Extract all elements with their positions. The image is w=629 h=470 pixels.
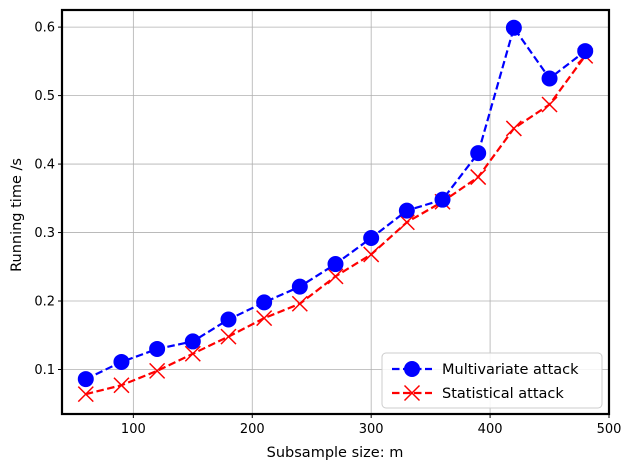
data-point	[113, 353, 130, 370]
data-point	[327, 256, 344, 273]
data-point	[363, 246, 380, 263]
data-point	[291, 295, 308, 312]
axes: 100 200 300 400 500 0.1 0.2 0.3 0.4 0.5 0.6	[34, 21, 621, 437]
data-point	[505, 120, 522, 137]
y-tick-label: 0.3	[34, 226, 55, 241]
y-tick-label: 0.2	[34, 295, 55, 310]
data-point	[77, 371, 94, 388]
data-point	[77, 386, 94, 403]
plot-frame	[60, 8, 611, 416]
marker-stroke	[184, 345, 201, 362]
y-tick-label: 0.1	[34, 363, 55, 378]
legend-label: Statistical attack	[442, 386, 564, 402]
legend: Multivariate attack Statistical attack	[381, 352, 603, 409]
series	[77, 19, 594, 403]
marker-stroke	[398, 214, 415, 231]
series-statistical-attack	[77, 47, 594, 403]
data-point	[256, 294, 273, 311]
marker-stroke	[541, 96, 558, 113]
data-point	[327, 268, 344, 285]
marker-stroke	[291, 295, 308, 312]
x-tick-label: 400	[478, 422, 503, 437]
data-point	[184, 333, 201, 350]
data-point	[577, 43, 594, 60]
data-point	[398, 202, 415, 219]
legend-marker	[403, 384, 421, 402]
data-point	[541, 70, 558, 87]
data-point	[220, 328, 237, 345]
marker-stroke	[113, 377, 130, 394]
x-tick-label: 200	[240, 422, 265, 437]
legend-box	[381, 352, 603, 409]
series-line	[85, 26, 586, 381]
plot-border	[60, 8, 611, 416]
x-tick-label: 500	[597, 422, 622, 437]
y-axis-label: Running time /s	[9, 158, 25, 272]
data-point	[184, 345, 201, 362]
legend-item: Statistical attack	[392, 384, 564, 402]
legend-label: Multivariate attack	[442, 362, 579, 378]
marker-stroke	[77, 386, 94, 403]
data-point	[149, 362, 166, 379]
marker-stroke	[363, 246, 380, 263]
marker-stroke	[220, 328, 237, 345]
data-point	[470, 145, 487, 162]
data-point	[256, 310, 273, 327]
marker-stroke	[149, 362, 166, 379]
data-point	[113, 377, 130, 394]
data-point	[149, 340, 166, 357]
marker-stroke	[327, 268, 344, 285]
data-point	[398, 214, 415, 231]
data-point	[434, 191, 451, 208]
marker-stroke	[403, 384, 421, 402]
x-tick-label: 100	[121, 422, 146, 437]
marker-stroke	[256, 310, 273, 327]
y-tick-label: 0.5	[34, 89, 55, 104]
legend-marker	[404, 361, 420, 377]
marker-stroke	[470, 169, 487, 186]
x-tick-label: 300	[359, 422, 384, 437]
data-point	[505, 19, 522, 36]
x-axis-label: Subsample size: m	[267, 445, 404, 461]
data-point	[470, 169, 487, 186]
y-tick-label: 0.6	[34, 21, 55, 36]
y-tick-label: 0.4	[34, 158, 55, 173]
series-multivariate-attack	[77, 19, 594, 388]
legend-item: Multivariate attack	[392, 361, 579, 378]
data-point	[291, 278, 308, 295]
data-point	[541, 96, 558, 113]
marker-stroke	[505, 120, 522, 137]
data-point	[220, 311, 237, 328]
data-point	[363, 230, 380, 247]
